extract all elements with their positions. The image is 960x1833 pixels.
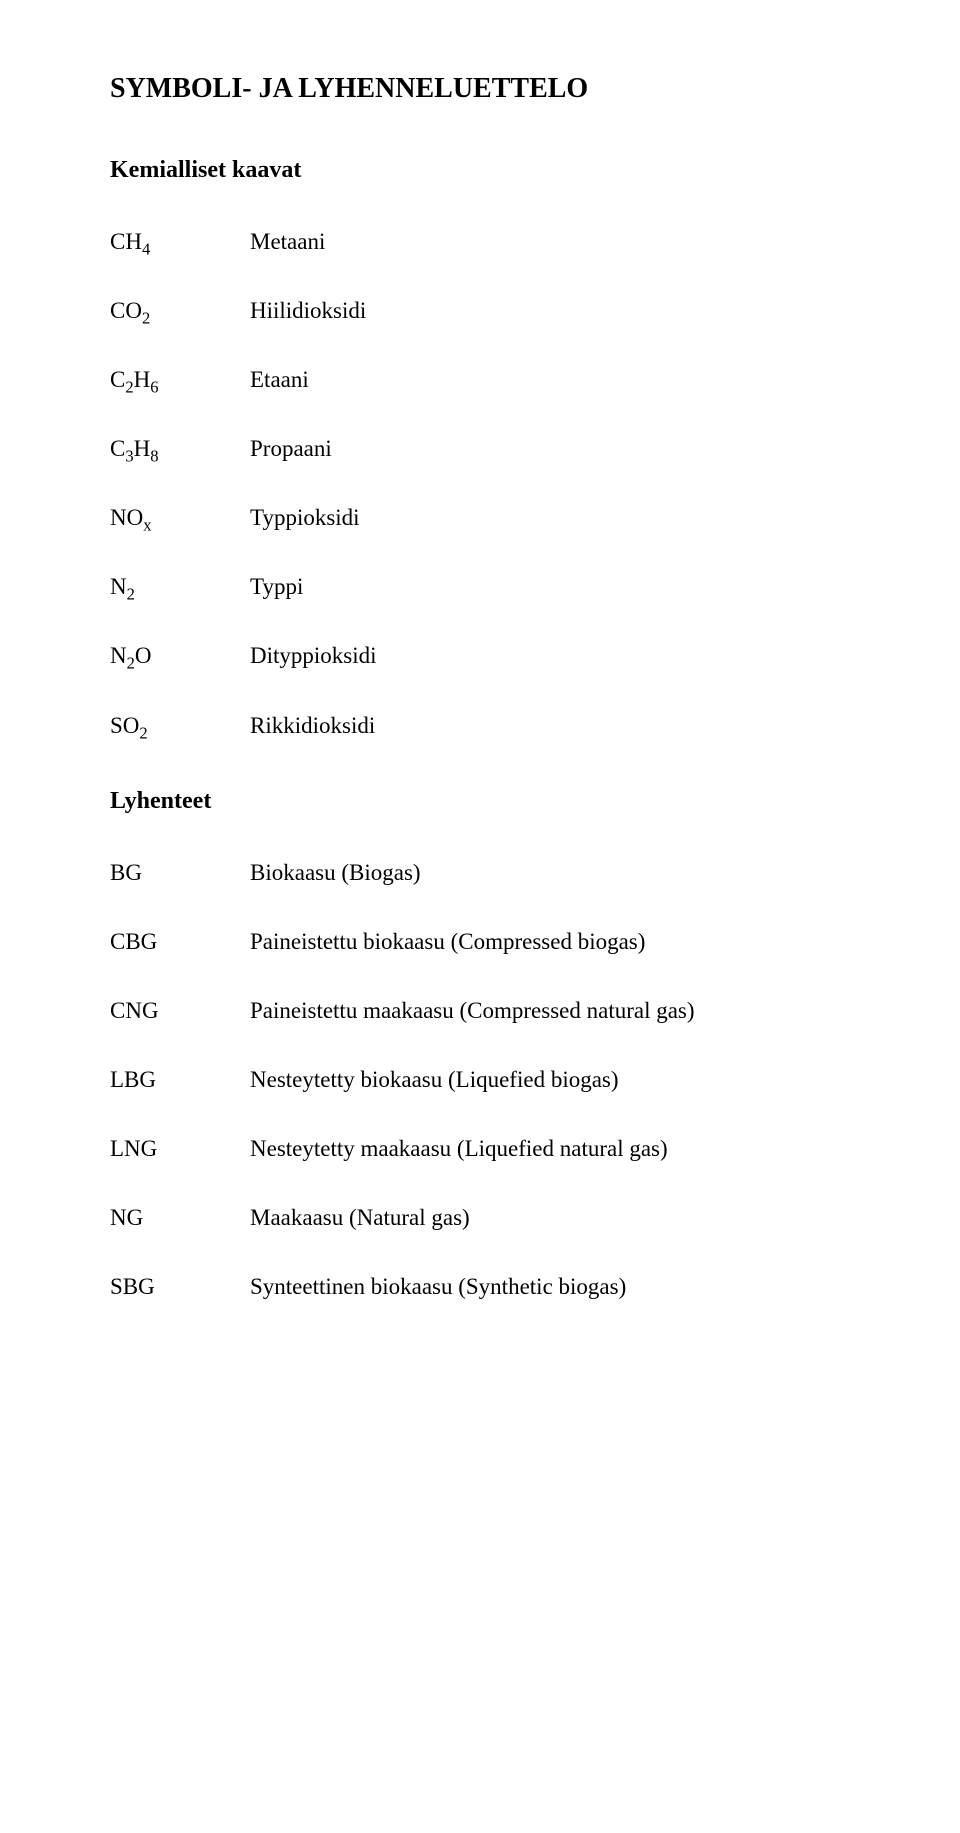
formula-base: C <box>110 436 125 461</box>
abbrev-desc: Biokaasu (Biogas) <box>250 857 850 888</box>
abbrev-row: SBG Synteettinen biokaasu (Synthetic bio… <box>110 1271 850 1302</box>
formula-base2: O <box>135 643 152 668</box>
abbrev-symbol: NG <box>110 1202 250 1233</box>
abbrev-symbol: BG <box>110 857 250 888</box>
abbrev-desc: Maakaasu (Natural gas) <box>250 1202 850 1233</box>
formula-desc: Typpioksidi <box>250 502 850 533</box>
abbrev-list: BG Biokaasu (Biogas) CBG Paineistettu bi… <box>110 857 850 1302</box>
formula-base: C <box>110 367 125 392</box>
formula-list: CH4 Metaani CO2 Hiilidioksidi C2H6 Etaan… <box>110 226 850 740</box>
formula-symbol: N2O <box>110 640 250 671</box>
formula-row: C3H8 Propaani <box>110 433 850 464</box>
formula-sub: x <box>143 516 151 535</box>
formula-sub: 2 <box>142 309 150 328</box>
formula-symbol: N2 <box>110 571 250 602</box>
formula-base2: H <box>134 367 151 392</box>
formula-sub: 8 <box>150 447 158 466</box>
abbrev-row: LNG Nesteytetty maakaasu (Liquefied natu… <box>110 1133 850 1164</box>
abbrev-row: NG Maakaasu (Natural gas) <box>110 1202 850 1233</box>
formula-symbol: CO2 <box>110 295 250 326</box>
formula-symbol: SO2 <box>110 710 250 741</box>
formula-row: SO2 Rikkidioksidi <box>110 710 850 741</box>
section-title-formulas: Kemialliset kaavat <box>110 154 850 186</box>
abbrev-desc: Nesteytetty biokaasu (Liquefied biogas) <box>250 1064 850 1095</box>
formula-desc: Metaani <box>250 226 850 257</box>
formula-desc: Rikkidioksidi <box>250 710 850 741</box>
formula-base: SO <box>110 713 139 738</box>
formula-sub: 2 <box>127 585 135 604</box>
formula-mid: 3 <box>125 447 133 466</box>
formula-row: N2O Dityppioksidi <box>110 640 850 671</box>
abbrev-desc: Synteettinen biokaasu (Synthetic biogas) <box>250 1271 850 1302</box>
abbrev-symbol: CNG <box>110 995 250 1026</box>
abbrev-row: CNG Paineistettu maakaasu (Compressed na… <box>110 995 850 1026</box>
abbrev-symbol: SBG <box>110 1271 250 1302</box>
formula-row: N2 Typpi <box>110 571 850 602</box>
formula-base2: H <box>134 436 151 461</box>
formula-base: CO <box>110 298 142 323</box>
formula-mid: 2 <box>127 654 135 673</box>
page-title: SYMBOLI- JA LYHENNELUETTELO <box>110 70 850 108</box>
formula-row: CO2 Hiilidioksidi <box>110 295 850 326</box>
abbrev-desc: Nesteytetty maakaasu (Liquefied natural … <box>250 1133 850 1164</box>
formula-desc: Typpi <box>250 571 850 602</box>
section-title-abbrev: Lyhenteet <box>110 785 850 817</box>
abbrev-row: CBG Paineistettu biokaasu (Compressed bi… <box>110 926 850 957</box>
formula-symbol: CH4 <box>110 226 250 257</box>
formula-desc: Hiilidioksidi <box>250 295 850 326</box>
formula-symbol: C2H6 <box>110 364 250 395</box>
abbrev-symbol: LNG <box>110 1133 250 1164</box>
formula-sub: 4 <box>142 240 150 259</box>
abbrev-row: BG Biokaasu (Biogas) <box>110 857 850 888</box>
formula-base: N <box>110 574 127 599</box>
formula-row: C2H6 Etaani <box>110 364 850 395</box>
formula-base: N <box>110 643 127 668</box>
formula-row: CH4 Metaani <box>110 226 850 257</box>
formula-desc: Dityppioksidi <box>250 640 850 671</box>
abbrev-symbol: CBG <box>110 926 250 957</box>
abbrev-row: LBG Nesteytetty biokaasu (Liquefied biog… <box>110 1064 850 1095</box>
formula-desc: Propaani <box>250 433 850 464</box>
formula-sub: 6 <box>150 378 158 397</box>
formula-sub: 2 <box>139 723 147 742</box>
abbrev-symbol: LBG <box>110 1064 250 1095</box>
formula-base: CH <box>110 229 142 254</box>
formula-symbol: NOx <box>110 502 250 533</box>
formula-mid: 2 <box>125 378 133 397</box>
abbrev-desc: Paineistettu biokaasu (Compressed biogas… <box>250 926 850 957</box>
formula-base: NO <box>110 505 143 530</box>
abbrev-desc: Paineistettu maakaasu (Compressed natura… <box>250 995 850 1026</box>
formula-row: NOx Typpioksidi <box>110 502 850 533</box>
formula-desc: Etaani <box>250 364 850 395</box>
formula-symbol: C3H8 <box>110 433 250 464</box>
